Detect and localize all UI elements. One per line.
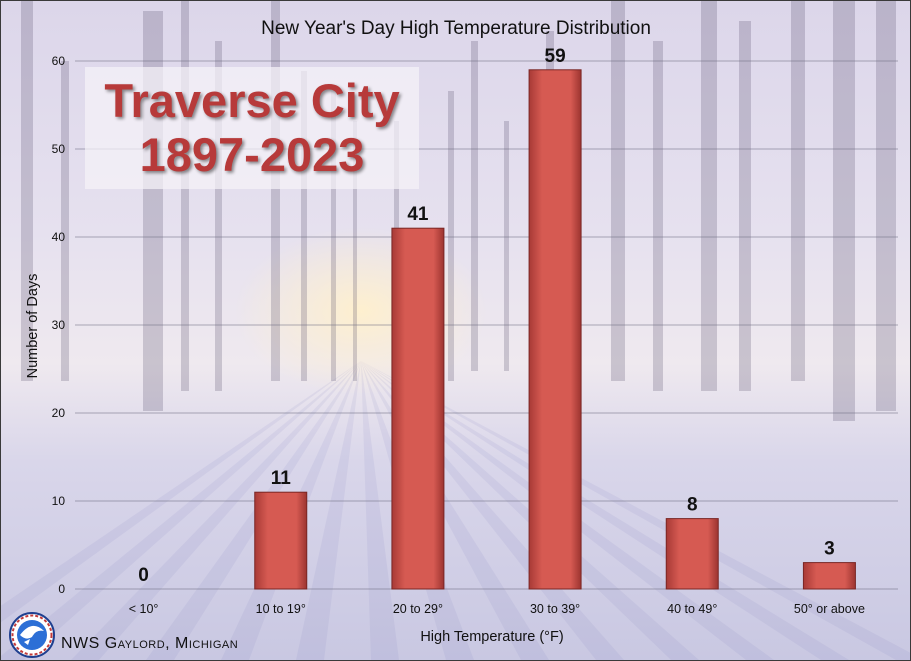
y-tick-labels: 0 10 20 30 40 50 60	[52, 54, 66, 596]
tree-trunk	[471, 41, 478, 371]
tree-trunk	[61, 61, 69, 381]
tree-trunk	[876, 1, 896, 411]
y-tick-label: 10	[52, 494, 66, 508]
x-category-label: 40 to 49°	[667, 602, 717, 616]
footer-credit: NWS Gaylord, Michigan	[61, 635, 239, 652]
data-label: 3	[824, 539, 835, 560]
x-category-labels: < 10° 10 to 19° 20 to 29° 30 to 39° 40 to 49…	[129, 602, 865, 616]
chart-title: New Year's Day High Temperature Distribu…	[261, 18, 651, 39]
y-tick-label: 30	[52, 318, 66, 332]
tree-trunk	[301, 71, 307, 381]
tree-trunk	[448, 91, 454, 381]
y-tick-label: 20	[52, 406, 66, 420]
data-label: 41	[407, 204, 429, 225]
bar	[802, 562, 856, 590]
tree-trunk	[701, 1, 717, 391]
tree-trunk	[504, 121, 509, 371]
y-tick-label: 0	[58, 582, 65, 596]
tree-trunk	[331, 91, 336, 381]
light-ray-shadow	[71, 361, 361, 660]
tree-trunk	[791, 1, 805, 381]
light-ray-shadow	[361, 361, 910, 660]
x-category-label: 30 to 39°	[530, 602, 580, 616]
bar	[528, 69, 582, 590]
tree-trunk	[611, 1, 625, 381]
data-label: 59	[545, 46, 566, 67]
y-tick-label: 60	[52, 54, 66, 68]
bar	[391, 227, 445, 590]
x-category-label: 50° or above	[794, 602, 865, 616]
tree-trunk	[833, 1, 855, 421]
light-ray-shadow	[1, 361, 361, 660]
bars	[254, 69, 856, 590]
data-label: 0	[138, 565, 149, 586]
tree-trunk	[21, 1, 33, 381]
data-labels: 0 11 41 59 8 3	[138, 46, 834, 586]
y-axis-title: Number of Days	[25, 274, 41, 379]
light-ray-shadow	[296, 361, 361, 660]
light-ray-shadow	[361, 361, 849, 660]
x-axis-title: High Temperature (°F)	[420, 629, 563, 645]
data-label: 11	[271, 468, 292, 489]
tree-trunk	[215, 41, 222, 391]
light-ray-shadow	[1, 361, 361, 623]
location-annotation: Traverse City 1897-2023	[85, 67, 419, 189]
nws-logo-icon	[9, 612, 55, 658]
tree-trunk	[181, 1, 189, 391]
tree-trunk	[653, 41, 663, 391]
bar	[665, 518, 719, 590]
period-of-record: 1897-2023	[139, 128, 365, 181]
light-ray-shadow	[361, 361, 399, 660]
tree-trunk	[353, 121, 357, 381]
x-category-label: < 10°	[129, 602, 159, 616]
tree-trunk	[271, 1, 280, 381]
data-label: 8	[687, 495, 698, 516]
x-category-label: 10 to 19°	[256, 602, 306, 616]
tree-trunk	[739, 21, 751, 391]
light-ray-shadow	[146, 361, 361, 660]
location-name: Traverse City	[104, 74, 400, 127]
y-tick-label: 50	[52, 142, 66, 156]
bar	[254, 491, 308, 590]
y-tick-label: 40	[52, 230, 66, 244]
x-category-label: 20 to 29°	[393, 602, 443, 616]
